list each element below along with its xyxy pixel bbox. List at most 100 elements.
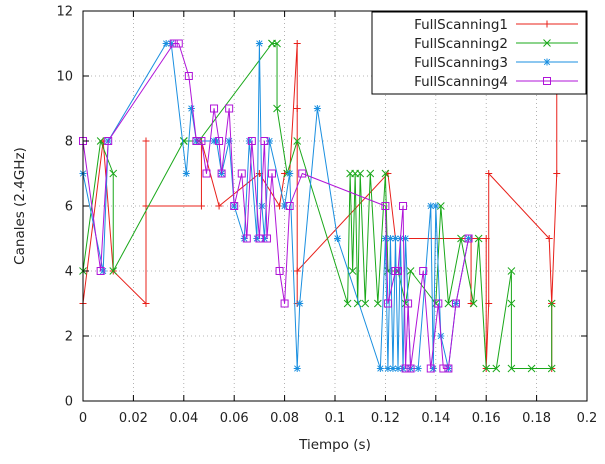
star-marker: [384, 365, 392, 372]
cross-marker: [109, 267, 118, 275]
cross-marker: [179, 137, 188, 145]
cross-marker: [444, 299, 453, 308]
square-marker: [262, 234, 271, 243]
plus-marker: [543, 20, 551, 28]
square-marker: [434, 299, 443, 308]
square-marker: [192, 137, 201, 145]
square-marker: [426, 364, 435, 373]
y-tick-label: 0: [65, 395, 73, 410]
legend: FullScanning1 FullScanning2 FullScanning3 F…: [371, 11, 587, 95]
star-marker: [432, 202, 440, 210]
square-marker: [451, 299, 460, 308]
x-tick-label: 0.12: [371, 411, 400, 426]
square-marker: [404, 299, 413, 308]
cross-marker: [474, 234, 483, 243]
star-marker: [213, 137, 221, 145]
plus-marker: [482, 235, 490, 242]
cross-marker: [507, 364, 516, 373]
square-marker: [215, 137, 224, 145]
cross-marker: [343, 299, 352, 308]
star-marker: [402, 235, 410, 242]
plus-marker: [293, 105, 301, 112]
cross-marker: [361, 299, 370, 308]
square-marker: [197, 137, 206, 145]
cross-marker: [273, 39, 281, 48]
legend-item: FullScanning1: [414, 17, 578, 33]
cross-marker: [547, 364, 556, 373]
y-axis-label: Canales (2.4GHz): [12, 147, 28, 265]
square-marker: [406, 364, 415, 373]
star-marker: [394, 365, 402, 372]
x-tick-label: 0.2: [577, 411, 598, 426]
plus-marker: [545, 235, 553, 242]
star-marker: [225, 137, 233, 145]
plus-marker: [142, 300, 150, 307]
star-marker: [265, 137, 273, 145]
square-marker: [104, 137, 113, 145]
plus-marker: [485, 170, 493, 177]
legend-label: FullScanning2: [414, 36, 508, 52]
star-marker: [281, 202, 289, 210]
star-marker: [296, 300, 304, 307]
star-marker: [255, 40, 263, 47]
square-marker: [242, 234, 251, 243]
cross-marker: [547, 299, 556, 308]
square-marker: [381, 202, 390, 210]
plus-marker: [293, 40, 301, 47]
cross-marker: [527, 364, 536, 373]
plus-marker: [142, 137, 150, 145]
cross-marker: [381, 169, 390, 178]
tick-layer: 0 0.02 0.04 0.06 0.08 0.1 0.12 0.14 0.16 0.18 0.2 0…: [56, 5, 597, 427]
square-marker: [237, 169, 246, 178]
star-marker: [334, 235, 342, 242]
legend-item: FullScanning4: [414, 74, 578, 90]
square-marker: [280, 299, 289, 308]
x-tick-label: 0.02: [119, 411, 148, 426]
star-marker: [162, 40, 170, 47]
star-marker: [381, 235, 389, 242]
square-marker: [268, 169, 276, 178]
cross-marker: [366, 169, 375, 178]
y-tick-label: 6: [65, 200, 73, 215]
series-4: [79, 39, 473, 373]
square-marker: [96, 267, 105, 275]
legend-label: FullScanning3: [414, 55, 508, 71]
star-marker: [399, 365, 407, 372]
x-axis-label: Tiempo (s): [298, 437, 371, 453]
star-marker: [313, 105, 321, 112]
star-marker: [167, 40, 175, 47]
y-tick-label: 8: [65, 135, 73, 150]
x-tick-label: 0.16: [472, 411, 501, 426]
star-marker: [543, 58, 551, 66]
star-marker: [414, 365, 422, 372]
square-marker: [298, 169, 307, 178]
square-marker: [464, 234, 473, 243]
square-marker: [169, 39, 178, 48]
cross-marker: [406, 267, 415, 275]
y-tick-label: 12: [56, 5, 73, 20]
series-layer: [79, 39, 561, 373]
cross-marker: [492, 364, 501, 373]
square-marker: [399, 202, 408, 210]
x-tick-label: 0.08: [270, 411, 299, 426]
cross-marker: [356, 169, 365, 178]
plus-marker: [197, 202, 205, 210]
square-marker: [217, 169, 226, 178]
square-marker: [401, 364, 410, 373]
square-marker: [230, 202, 239, 210]
square-marker: [225, 104, 234, 113]
star-marker: [429, 365, 437, 372]
square-marker: [184, 72, 193, 80]
star-marker: [258, 202, 266, 210]
plus-marker: [293, 267, 301, 275]
square-marker: [543, 77, 551, 85]
plus-marker: [485, 300, 493, 307]
y-tick-label: 4: [65, 265, 73, 280]
square-marker: [174, 39, 183, 48]
cross-marker: [469, 299, 478, 308]
square-marker: [275, 267, 284, 275]
star-marker: [427, 202, 435, 210]
cross-marker: [482, 364, 491, 373]
